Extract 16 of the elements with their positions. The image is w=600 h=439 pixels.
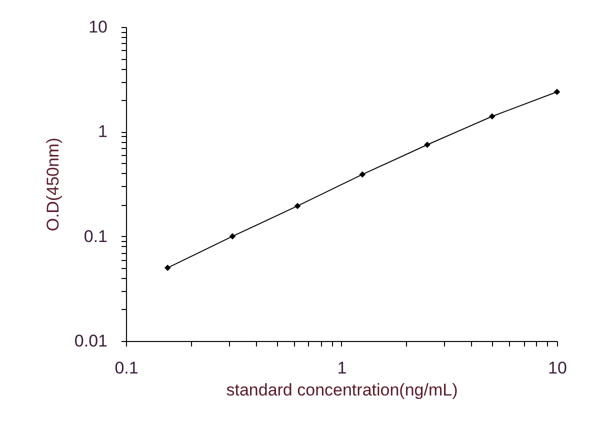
y-tick-label: 10 xyxy=(88,18,108,36)
x-axis-title: standard concentration(ng/mL) xyxy=(226,380,458,400)
y-tick-label: 0.1 xyxy=(84,226,108,246)
point xyxy=(229,233,236,240)
x-tick-label: 1 xyxy=(337,358,347,378)
point xyxy=(488,113,496,120)
point xyxy=(554,88,560,96)
x-tick-label: 0.1 xyxy=(114,358,138,378)
y-tick-label: 0.01 xyxy=(74,332,108,350)
y-tick-label: 1 xyxy=(98,122,108,142)
point xyxy=(164,264,171,272)
point xyxy=(359,171,366,178)
y-axis-title: O.D(450nm) xyxy=(43,138,62,232)
x-tick-label: 10 xyxy=(548,358,567,378)
point xyxy=(424,142,430,148)
point xyxy=(294,202,301,210)
